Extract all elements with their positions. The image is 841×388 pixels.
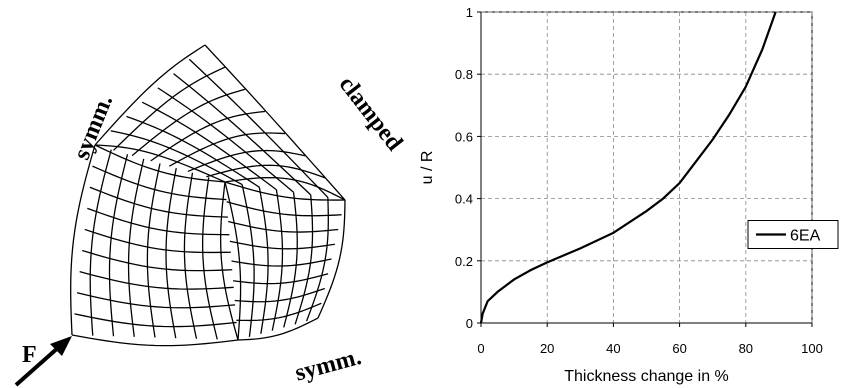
mesh-line (77, 293, 235, 308)
mesh-line (114, 67, 225, 150)
symm-label: symm. (292, 344, 364, 387)
x-tick-label: 80 (739, 341, 753, 356)
figure: symm. clamped symm. F 00.20.40.60.810204… (0, 0, 841, 388)
x-axis-title: Thickness change in % (564, 368, 729, 385)
mesh-line (80, 272, 234, 289)
y-tick-label: 0.8 (455, 67, 473, 82)
mesh-line (95, 45, 205, 145)
mesh-line (259, 187, 268, 334)
mesh-line (132, 89, 245, 155)
x-tick-label: 60 (672, 341, 686, 356)
mesh-line (87, 208, 229, 234)
mesh-line (82, 251, 232, 271)
mesh-line (227, 202, 342, 216)
mesh-line (236, 303, 321, 320)
mesh-line (90, 150, 111, 336)
force-label: F (22, 342, 37, 368)
y-tick-label: 0.6 (455, 129, 473, 144)
mesh-line (272, 190, 282, 331)
data-line (481, 12, 776, 323)
y-tick-label: 0 (466, 316, 473, 331)
x-tick-label: 20 (540, 341, 554, 356)
mesh-line (203, 177, 218, 339)
x-tick-label: 100 (801, 341, 823, 356)
mesh-line (295, 195, 312, 324)
y-axis-title: u / R (419, 151, 436, 185)
y-tick-label: 1 (466, 5, 473, 20)
plot-area (481, 12, 812, 323)
clamped-label: clamped (334, 72, 408, 157)
mesh-line (85, 229, 231, 252)
y-tick-label: 0.2 (455, 254, 473, 269)
mesh-line (109, 154, 127, 336)
x-tick-label: 0 (477, 341, 484, 356)
mesh-line (228, 222, 338, 233)
legend-label: 6EA (790, 228, 821, 245)
mesh-line (284, 192, 298, 327)
y-tick-label: 0.4 (455, 192, 473, 207)
mesh-diagram (71, 45, 345, 346)
x-tick-label: 40 (606, 341, 620, 356)
